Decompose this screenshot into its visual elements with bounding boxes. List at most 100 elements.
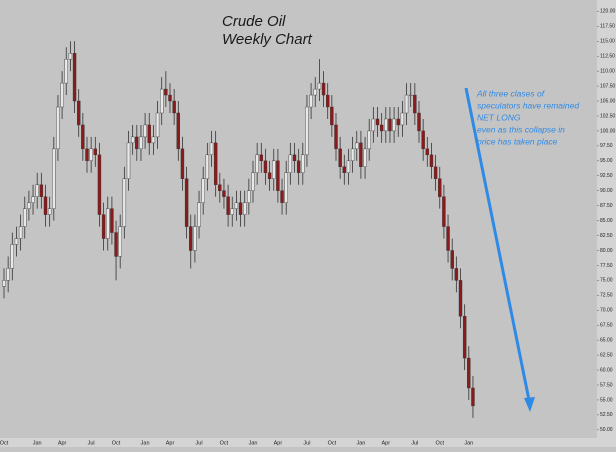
candle-body [388,118,392,132]
candle-body [110,208,114,233]
candle-body [288,154,293,173]
candle-body [429,154,434,167]
candle-body [342,166,346,173]
x-tick-label: Oct [328,440,337,446]
candle-body [355,142,359,150]
candle-body [2,280,6,287]
annotation: speculators have remained [477,100,579,110]
candle-body [81,124,85,150]
candle-body [367,130,371,150]
candle-body [184,178,189,227]
candle-body [305,106,309,156]
x-tick-label: Jan [141,440,150,446]
y-tick-label: 102.50 [600,113,616,119]
y-tick-label: 110.00 [600,68,615,74]
candle-body [276,160,280,191]
candle-body [135,136,139,150]
candle-body [292,154,297,162]
annotation: even as this collapse in [477,124,565,134]
candle-body [168,94,172,102]
candle-body [213,142,218,185]
candle-body [272,160,276,179]
candle-body [197,202,201,227]
y-tick-label: 97.50 [600,143,613,149]
x-tick-label: Oct [435,440,444,446]
candle-body [122,178,127,227]
candle-body [164,88,168,96]
candle-body [396,118,400,126]
candle-body [234,202,239,209]
candle-body [330,106,334,126]
candle-body [72,53,77,102]
y-tick-label: 117.50 [600,24,615,30]
candle-body [85,148,89,162]
candle-body [126,142,131,179]
candle-body [18,226,23,239]
y-tick-label: 105.00 [600,98,616,104]
candle-body [39,184,44,197]
candle-body [267,172,272,179]
y-axis-strip [597,0,616,447]
y-tick-label: 52.50 [600,412,613,418]
candle-body [296,160,301,173]
candle-body [118,226,122,257]
candle-body [159,88,164,114]
candle-body [143,124,147,138]
candle-body [193,226,197,251]
candle-body [450,250,454,269]
candle-body [201,178,205,203]
candle-body [6,268,10,281]
x-tick-label: Oct [112,440,121,446]
candle-body [97,154,102,215]
candle-body [205,154,210,179]
y-tick-label: 50.00 [600,427,613,433]
candle-body [371,118,376,132]
annotation: NET LONG [477,112,521,122]
candle-body [10,244,15,269]
annotation: All three clases of [476,88,546,98]
candle-body [242,202,247,215]
y-tick-label: 87.50 [600,203,613,209]
candle-body [438,178,442,197]
candle-body [31,196,35,203]
x-tick-label: Jul [88,440,95,446]
candle-body [379,124,384,132]
candle-body [334,124,338,150]
x-tick-label: Jan [464,440,473,446]
candle-body [350,148,355,162]
chart-title: Weekly Chart [222,31,313,48]
x-tick-label: Apr [58,440,67,446]
candle-body [238,202,243,215]
candle-body [462,316,467,359]
candle-body [43,196,48,215]
candle-body [392,118,396,132]
arrow-head [524,397,535,412]
y-tick-label: 70.00 [600,308,613,314]
candle-body [60,82,64,108]
candle-body [384,118,388,132]
y-tick-label: 75.00 [600,278,613,284]
candle-body [151,136,156,144]
candle-body [247,190,251,203]
candle-body [47,208,52,215]
x-tick-label: Jul [411,440,418,446]
candle-body [359,142,363,167]
x-tick-label: Jan [356,440,365,446]
candle-body [155,112,160,138]
candle-body [313,88,317,96]
y-tick-label: 55.00 [600,397,613,403]
x-tick-label: Apr [382,440,391,446]
candle-body [251,172,255,191]
y-tick-label: 57.50 [600,382,613,388]
candle-body [467,357,471,389]
x-tick-label: Oct [220,440,229,446]
y-tick-label: 65.00 [600,337,613,343]
candle-body [326,94,330,108]
annotation: price has taken place [476,136,558,146]
candle-body [421,130,425,150]
y-tick-label: 92.50 [600,173,613,179]
candle-body [226,196,230,215]
candle-body [417,112,421,132]
candle-body [321,82,326,96]
candle-body [409,94,413,97]
